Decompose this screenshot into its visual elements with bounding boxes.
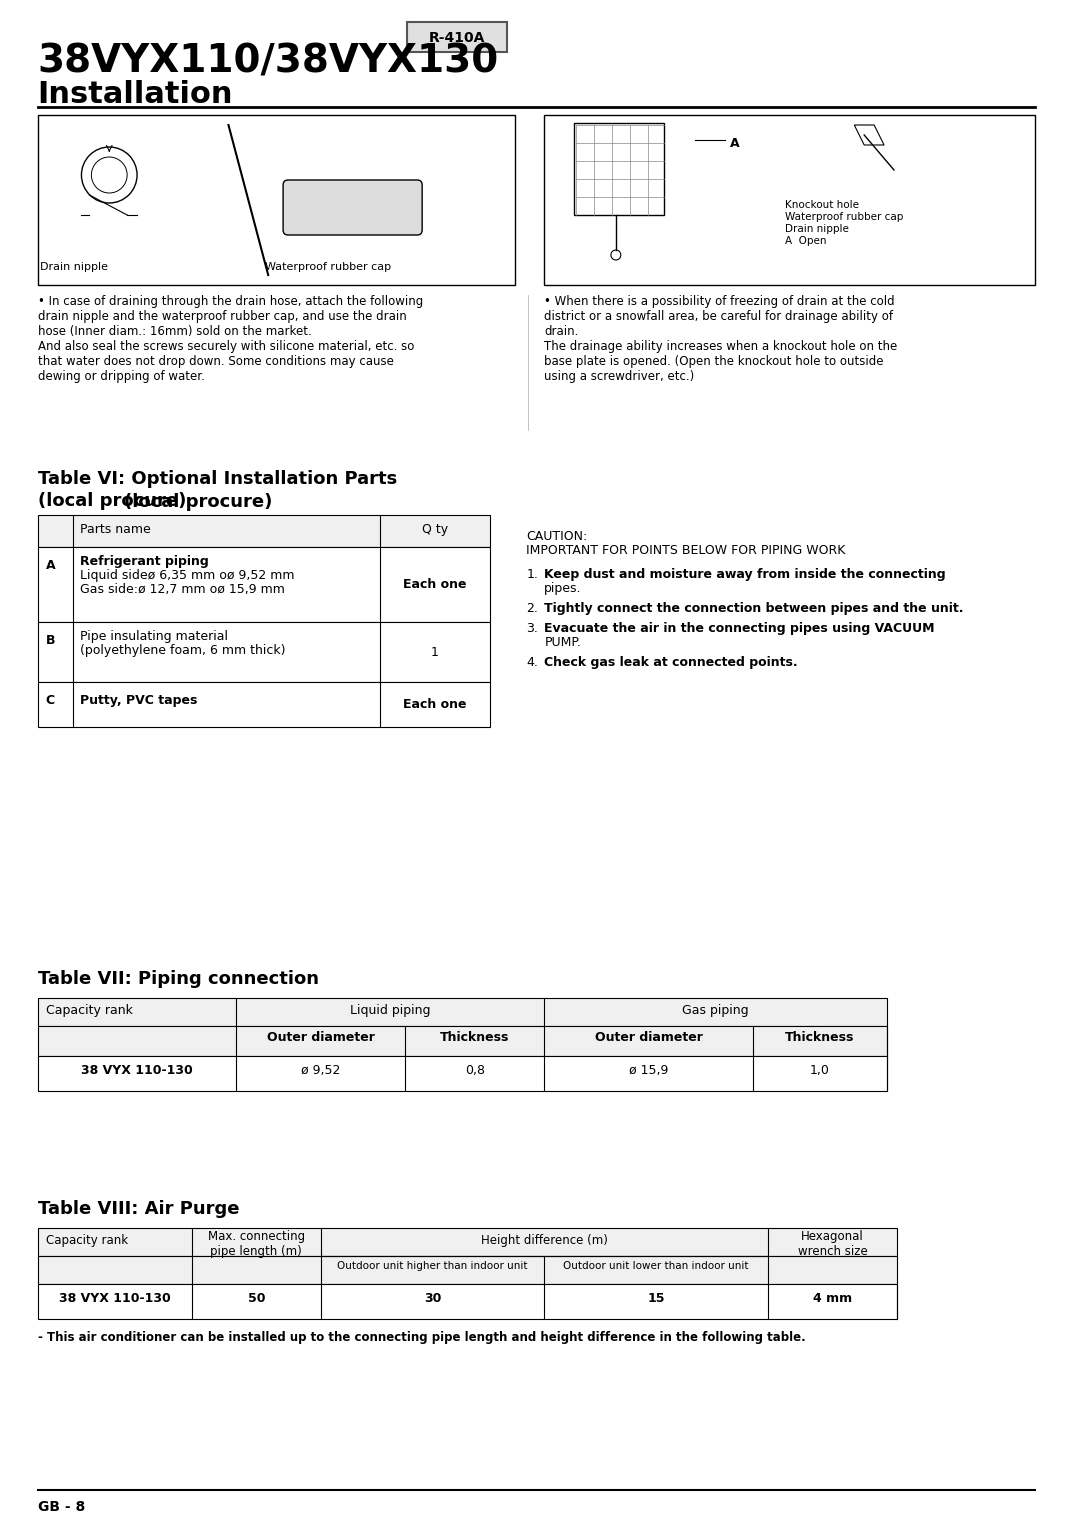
Bar [38,115,514,286]
Text: C: C [45,694,55,707]
Text: Installation: Installation [38,79,233,108]
Text: Max. connecting
pipe length (m): Max. connecting pipe length (m) [207,1230,305,1258]
Text: ø 9,52: ø 9,52 [301,1063,340,1077]
Text: pipes.: pipes. [544,582,582,594]
Bar [407,21,507,52]
Text: - This air conditioner can be installed up to the connecting pipe length and hei: - This air conditioner can be installed … [38,1331,806,1345]
Text: Outer diameter: Outer diameter [267,1031,375,1044]
Text: 0,8: 0,8 [464,1063,485,1077]
Text: 1: 1 [431,645,438,659]
Text: 4 mm: 4 mm [813,1293,852,1305]
Text: R-410A: R-410A [429,31,485,44]
Text: IMPORTANT FOR POINTS BELOW FOR PIPING WORK: IMPORTANT FOR POINTS BELOW FOR PIPING WO… [526,544,846,558]
Text: 1,0: 1,0 [810,1063,829,1077]
Text: • In case of draining through the drain hose, attach the following
drain nipple : • In case of draining through the drain … [38,295,423,384]
Bar [38,547,489,622]
Text: Table VI: Optional Installation Parts: Table VI: Optional Installation Parts [38,471,397,487]
Text: A: A [730,138,740,150]
Text: ø 15,9: ø 15,9 [629,1063,669,1077]
FancyBboxPatch shape [283,180,422,235]
Text: A  Open: A Open [785,235,826,246]
Text: 4.: 4. [526,656,538,669]
Text: (local procure): (local procure) [124,494,273,510]
Text: Keep dust and moisture away from inside the connecting: Keep dust and moisture away from inside … [544,568,946,581]
Text: Liquid piping: Liquid piping [350,1004,431,1018]
Text: 3.: 3. [526,622,538,636]
Text: 1.: 1. [526,568,538,581]
Text: B: B [45,634,55,646]
Text: Waterproof rubber cap: Waterproof rubber cap [785,212,903,222]
Bar [38,1229,897,1256]
Text: Outdoor unit higher than indoor unit: Outdoor unit higher than indoor unit [337,1261,528,1271]
Text: 38VYX110/38VYX130: 38VYX110/38VYX130 [38,41,499,79]
Text: A: A [45,559,55,571]
Text: Refrigerant piping: Refrigerant piping [80,555,210,568]
Text: Knockout hole: Knockout hole [785,200,859,209]
Bar [38,515,489,547]
Text: Outdoor unit lower than indoor unit: Outdoor unit lower than indoor unit [564,1261,748,1271]
Text: 50: 50 [247,1293,265,1305]
Text: Table VIII: Air Purge: Table VIII: Air Purge [38,1199,240,1218]
Text: Hexagonal
wrench size: Hexagonal wrench size [797,1230,867,1258]
Bar [38,1256,897,1284]
Text: Parts name: Parts name [80,523,151,536]
Text: Each one: Each one [403,698,467,711]
Bar [38,681,489,727]
Text: Evacuate the air in the connecting pipes using VACUUM: Evacuate the air in the connecting pipes… [544,622,935,636]
Text: Thickness: Thickness [441,1031,510,1044]
Bar [575,122,663,215]
Text: 38 VYX 110-130: 38 VYX 110-130 [58,1293,171,1305]
Text: 30: 30 [424,1293,442,1305]
Bar [38,1025,887,1056]
Text: Height difference (m): Height difference (m) [481,1235,608,1247]
Text: Capacity rank: Capacity rank [45,1235,127,1247]
Text: Check gas leak at connected points.: Check gas leak at connected points. [544,656,798,669]
Text: (local procure): (local procure) [38,492,186,510]
Text: 38 VYX 110-130: 38 VYX 110-130 [81,1063,193,1077]
Text: CAUTION:: CAUTION: [526,530,588,542]
Text: Thickness: Thickness [785,1031,854,1044]
Text: 15: 15 [647,1293,665,1305]
Text: 2.: 2. [526,602,538,614]
Text: Tightly connect the connection between pipes and the unit.: Tightly connect the connection between p… [544,602,963,614]
Text: GB - 8: GB - 8 [38,1500,85,1514]
Text: Liquid sideø 6,35 mm oø 9,52 mm: Liquid sideø 6,35 mm oø 9,52 mm [80,568,295,582]
Text: Table VII: Piping connection: Table VII: Piping connection [38,970,319,989]
Text: Outer diameter: Outer diameter [595,1031,703,1044]
Text: Drain nipple: Drain nipple [785,225,849,234]
Text: Capacity rank: Capacity rank [45,1004,133,1018]
Bar [38,1284,897,1319]
Text: • When there is a possibility of freezing of drain at the cold
district or a sno: • When there is a possibility of freezin… [544,295,897,384]
Text: Q ty: Q ty [422,523,448,536]
Text: Pipe insulating material: Pipe insulating material [80,630,229,643]
Text: PUMP.: PUMP. [544,636,581,649]
Text: Gas side:ø 12,7 mm oø 15,9 mm: Gas side:ø 12,7 mm oø 15,9 mm [80,584,285,596]
Text: Waterproof rubber cap: Waterproof rubber cap [265,261,391,272]
Text: Each one: Each one [403,578,467,591]
Bar [38,998,887,1025]
Text: Putty, PVC tapes: Putty, PVC tapes [80,694,198,707]
Text: Gas piping: Gas piping [683,1004,750,1018]
Text: (polyethylene foam, 6 mm thick): (polyethylene foam, 6 mm thick) [80,643,286,657]
Bar [544,115,1035,286]
Bar [38,1056,887,1091]
Bar [38,622,489,681]
Text: Drain nipple: Drain nipple [41,261,108,272]
